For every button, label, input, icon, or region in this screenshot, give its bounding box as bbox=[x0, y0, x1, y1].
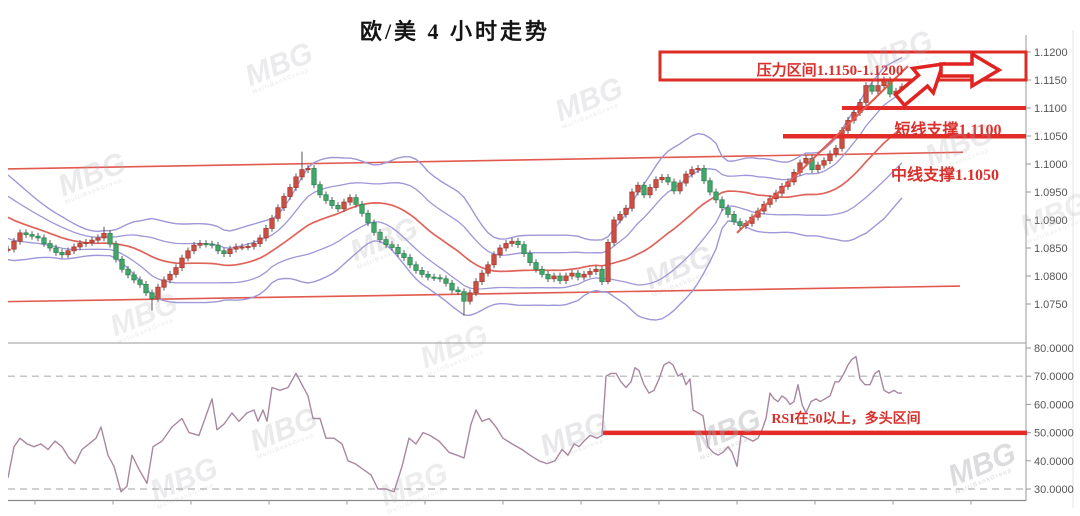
price-tick-label: 1.1150 bbox=[1034, 75, 1067, 87]
right-arrow-icon bbox=[939, 50, 1003, 90]
rsi-guide-lines bbox=[8, 375, 1026, 490]
support-line-11050 bbox=[783, 134, 1026, 139]
price-tick-label: 1.1100 bbox=[1034, 103, 1067, 115]
short-support-label: 短线支撑1.1100 bbox=[894, 122, 1002, 139]
price-tick-label: 1.0950 bbox=[1034, 187, 1068, 199]
price-tick-label: 1.1000 bbox=[1034, 159, 1068, 171]
rsi-tick-label: 80.0000 bbox=[1034, 343, 1074, 355]
up-right-arrow-icon bbox=[893, 61, 946, 108]
heavy-support-lines bbox=[603, 106, 1027, 436]
pressure-zone-box bbox=[658, 50, 1028, 82]
arrows bbox=[893, 50, 1003, 108]
rsi-axis: 80.0000 70.0000 60.0000 50.0000 40.0000 30.00… bbox=[1026, 343, 1074, 496]
price-tick-label: 1.0900 bbox=[1034, 215, 1068, 227]
price-tick-label: 1.1050 bbox=[1034, 131, 1068, 143]
price-tick-label: 1.0750 bbox=[1034, 299, 1068, 311]
rsi-50-line bbox=[603, 430, 1027, 436]
rsi-line bbox=[8, 355, 902, 493]
price-tick-label: 1.1200 bbox=[1034, 47, 1068, 59]
trendline bbox=[736, 65, 909, 234]
rsi-tick-label: 30.0000 bbox=[1034, 484, 1074, 496]
price-axis: 1.1200 1.1150 1.1100 1.1050 1.1000 1.0950 1.09… bbox=[1026, 47, 1068, 311]
rsi-tick-label: 60.0000 bbox=[1034, 399, 1074, 411]
rsi-note-label: RSI在50以上，多头区间 bbox=[771, 412, 921, 427]
pressure-zone-label: 压力区间1.1150-1.1200 bbox=[756, 63, 904, 79]
mid-support-label: 中线支撑1.1050 bbox=[890, 167, 999, 184]
support-line-11100 bbox=[842, 106, 1026, 110]
rsi-tick-label: 70.0000 bbox=[1034, 371, 1074, 383]
rsi-tick-label: 50.0000 bbox=[1034, 428, 1074, 440]
chart-title: 欧/美 4 小时走势 bbox=[359, 19, 551, 44]
rising-trendline bbox=[736, 65, 909, 234]
rsi-tick-label: 40.0000 bbox=[1034, 456, 1074, 468]
price-tick-label: 1.0850 bbox=[1034, 243, 1068, 255]
price-tick-label: 1.0800 bbox=[1034, 271, 1068, 283]
pressure-zone bbox=[658, 50, 1028, 82]
axes bbox=[8, 30, 1074, 508]
